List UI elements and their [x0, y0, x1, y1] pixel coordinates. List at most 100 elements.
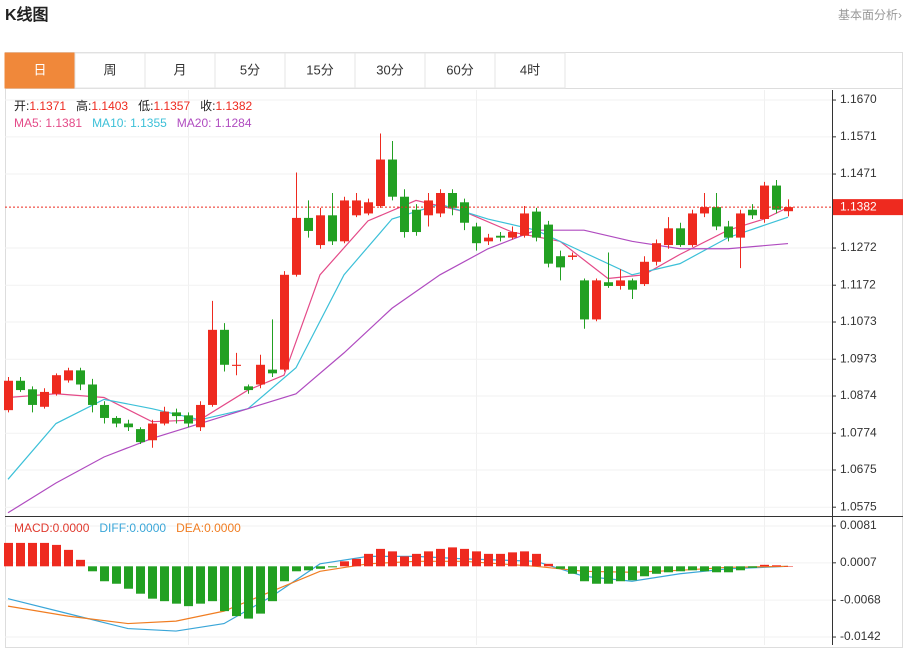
candle-body — [184, 415, 193, 424]
fundamental-link[interactable]: 基本面分析› — [838, 8, 902, 22]
page-title: K线图 — [5, 5, 49, 24]
macd-bar — [16, 542, 25, 567]
tab[interactable] — [4, 52, 76, 89]
candle-body — [772, 185, 781, 210]
candle-body — [592, 280, 601, 320]
candle-body — [748, 209, 757, 216]
ma-item: MA20: 1.1284 — [177, 116, 252, 130]
candle-body — [508, 232, 517, 238]
candle-body — [232, 364, 241, 366]
candle-body — [496, 235, 505, 238]
macd-bar — [28, 542, 37, 567]
y-tick-label: 0.0081 — [840, 518, 877, 532]
ma-name: MA5: — [14, 116, 43, 130]
macd-bar — [328, 566, 337, 568]
candle-body — [760, 185, 769, 220]
y-tick-label: 1.0774 — [840, 425, 877, 439]
macd-bar — [448, 547, 457, 567]
macd-legend: MACD:0.0000 DIFF:0.0000 DEA:0.0000 — [14, 521, 251, 535]
macd-bar — [364, 553, 373, 567]
macd-bar — [256, 566, 265, 614]
ma-name: MA10: — [92, 116, 127, 130]
indicator-line — [7, 203, 789, 480]
ma-item: MA10: 1.1355 — [92, 116, 167, 130]
candle-body — [256, 364, 265, 385]
macd-bar — [400, 556, 409, 567]
candle-body — [196, 404, 205, 428]
macd-bar — [88, 566, 97, 572]
candle-body — [220, 329, 229, 365]
ma-value: 1.1355 — [130, 116, 167, 130]
macd-bar — [700, 566, 709, 572]
candle-body — [112, 417, 121, 424]
ma-name: MA20: — [176, 116, 212, 130]
ohlc-label: 收: — [200, 99, 216, 113]
y-tick-label: 1.0973 — [840, 351, 877, 365]
candle-body — [340, 200, 349, 242]
ohlc-item: 收:1.1382 — [200, 99, 252, 113]
macd-bar — [196, 566, 205, 604]
ohlc-label: 低: — [138, 99, 154, 113]
tab-label[interactable]: 15分 — [306, 62, 333, 77]
macd-bar — [304, 566, 313, 571]
macd-bar — [712, 566, 721, 573]
macd-value: 0.0000 — [52, 521, 90, 535]
tab[interactable] — [214, 52, 286, 89]
macd-bar — [244, 566, 253, 619]
tab-label[interactable]: 60分 — [446, 62, 473, 77]
ma-value: 1.1284 — [214, 116, 252, 130]
macd-bar — [388, 551, 397, 567]
candle-body — [700, 207, 709, 214]
macd-bar — [64, 549, 73, 567]
macd-bar — [580, 566, 589, 582]
candle-body — [208, 329, 217, 405]
macd-bar — [784, 566, 793, 567]
tab-label[interactable]: 月 — [173, 62, 186, 77]
tab-label[interactable]: 4时 — [520, 62, 540, 77]
macd-bar — [172, 566, 181, 604]
tab[interactable] — [284, 52, 356, 89]
candle-body — [424, 200, 433, 216]
tab[interactable] — [494, 52, 566, 89]
candle-body — [580, 280, 589, 320]
candle-body — [88, 384, 97, 405]
ohlc-value: 1.1357 — [153, 99, 191, 113]
ohlc-item: 高:1.1403 — [76, 99, 128, 113]
macd-value: 0.0000 — [204, 521, 241, 535]
candle-body — [376, 159, 385, 207]
candle-body — [328, 215, 337, 242]
macd-bar — [124, 566, 133, 589]
candle-body — [412, 209, 421, 233]
tab-label[interactable]: 周 — [103, 62, 116, 77]
candle-body — [100, 404, 109, 418]
macd-name: DEA: — [176, 521, 205, 535]
ma-legend: MA5: 1.1381 MA10: 1.1355 MA20: 1.1284 — [14, 116, 262, 130]
candle-body — [520, 213, 529, 236]
candle-body — [472, 226, 481, 244]
candle-body — [604, 282, 613, 286]
candle-body — [316, 215, 325, 246]
tab[interactable] — [144, 52, 216, 89]
macd-bar — [568, 566, 577, 574]
tab[interactable] — [354, 52, 426, 89]
candle-body — [388, 159, 397, 197]
ma-item: MA5: 1.1381 — [14, 116, 82, 130]
macd-name: DIFF: — [99, 521, 130, 535]
macd-bar — [652, 566, 661, 574]
candle-body — [688, 213, 697, 246]
y-tick-label: 1.1471 — [840, 166, 877, 180]
macd-bar — [208, 566, 217, 602]
macd-bar — [316, 566, 325, 569]
macd-bar — [472, 551, 481, 567]
tab-label[interactable]: 日 — [33, 62, 46, 77]
macd-bar — [100, 566, 109, 582]
tab[interactable] — [424, 52, 496, 89]
candle-body — [460, 202, 469, 223]
candle-body — [628, 280, 637, 290]
tab-label[interactable]: 5分 — [240, 62, 260, 77]
macd-bar — [280, 566, 289, 582]
tab-label[interactable]: 30分 — [376, 62, 403, 77]
candle-body — [16, 380, 25, 391]
macd-bar — [616, 566, 625, 582]
